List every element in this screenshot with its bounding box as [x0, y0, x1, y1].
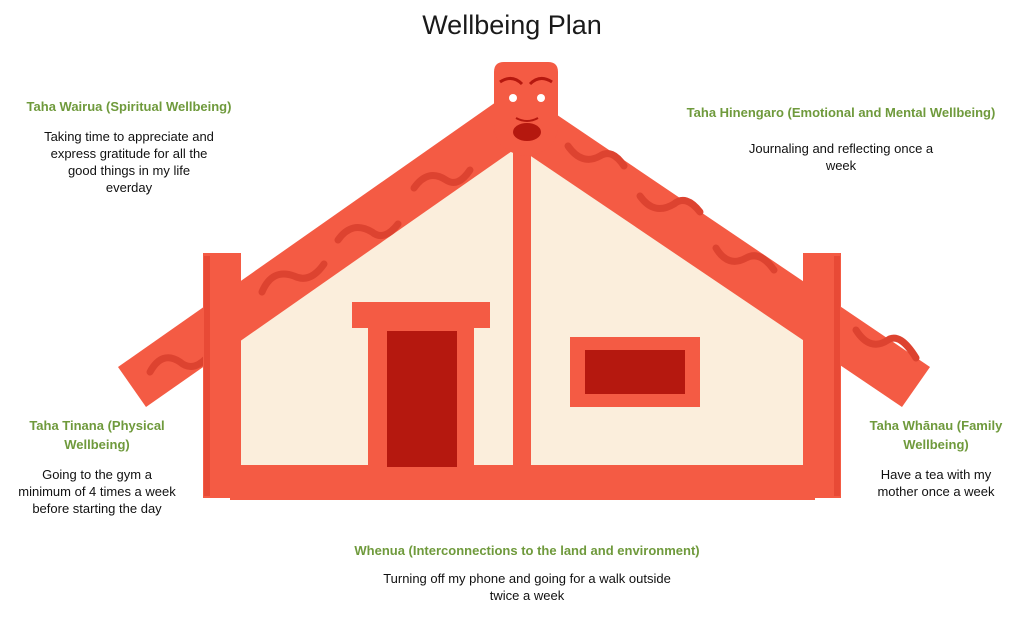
section-heading: Taha Tinana (Physical Wellbeing) — [29, 418, 165, 452]
right-carving-pattern — [564, 142, 920, 362]
section-taha-wairua: Taha Wairua (Spiritual Wellbeing) Taking… — [20, 97, 238, 196]
section-whenua: Whenua (Interconnections to the land and… — [262, 541, 792, 604]
section-text: Turning off my phone and going for a wal… — [383, 571, 671, 603]
section-taha-tinana: Taha Tinana (Physical Wellbeing) Going t… — [10, 416, 184, 517]
section-heading: Taha Hinengaro (Emotional and Mental Wel… — [686, 105, 996, 120]
window — [585, 350, 685, 394]
door-lintel — [352, 302, 490, 328]
page-title: Wellbeing Plan — [422, 10, 602, 40]
left-carving-pattern — [146, 166, 474, 376]
center-post — [513, 145, 531, 475]
section-heading: Whenua (Interconnections to the land and… — [354, 543, 700, 558]
section-text: Going to the gym a minimum of 4 times a … — [18, 467, 176, 516]
section-text: Taking time to appreciate and express gr… — [44, 129, 214, 195]
tekoteko-face-icon — [494, 62, 558, 156]
section-heading: Taha Whānau (Family Wellbeing) — [869, 418, 1003, 452]
section-taha-whanau: Taha Whānau (Family Wellbeing) Have a te… — [856, 416, 1016, 500]
base-beam — [230, 465, 815, 500]
section-heading: Taha Wairua (Spiritual Wellbeing) — [26, 99, 232, 114]
section-text: Have a tea with my mother once a week — [877, 467, 995, 499]
door — [387, 331, 457, 467]
section-taha-hinengaro: Taha Hinengaro (Emotional and Mental Wel… — [666, 103, 1016, 174]
section-text: Journaling and reflecting once a week — [748, 141, 934, 173]
